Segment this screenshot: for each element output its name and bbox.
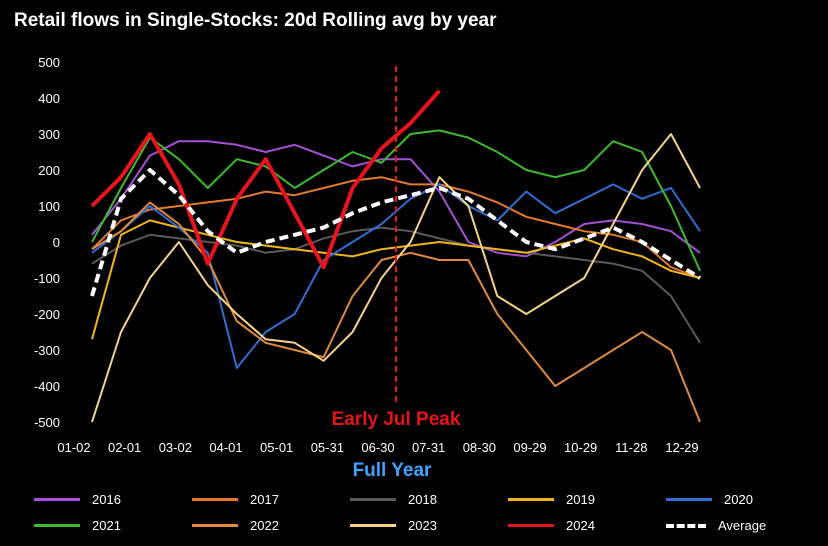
y-axis-ticks: 500 400 300 200 100 0 -100 -200 -300 -400 -500: [34, 55, 60, 430]
legend-item: 2018: [350, 492, 437, 507]
legend-label: Average: [718, 518, 767, 533]
legend-label: 2020: [724, 492, 753, 507]
legend-swatch: [192, 498, 238, 501]
legend-swatch: [350, 524, 396, 527]
x-tick-label: 07-31: [412, 440, 445, 455]
legend-item: 2021: [34, 518, 121, 533]
legend-swatch: [192, 524, 238, 527]
legend-item: 2020: [666, 492, 753, 507]
legend-swatch: [34, 524, 80, 527]
legend-label: 2018: [408, 492, 437, 507]
series-line-2024: [90, 89, 441, 270]
y-tick-label: -200: [34, 307, 60, 322]
legend-item: 2016: [34, 492, 121, 507]
y-tick-label: 100: [38, 199, 60, 214]
legend-item: 2017: [192, 492, 279, 507]
legend-label: 2016: [92, 492, 121, 507]
y-tick-label: 200: [38, 163, 60, 178]
annotation-label: Early Jul Peak: [332, 409, 461, 430]
y-tick-label: -400: [34, 379, 60, 394]
y-tick-label: 300: [38, 127, 60, 142]
chart-title: Retail flows in Single-Stocks: 20d Rolli…: [14, 10, 497, 31]
y-tick-label: 0: [53, 235, 60, 250]
x-tick-label: 01-02: [57, 440, 90, 455]
x-tick-label: 06-30: [361, 440, 394, 455]
x-tick-label: 11-28: [615, 440, 647, 455]
series-line-2018: [91, 226, 701, 344]
y-tick-label: -300: [34, 343, 60, 358]
legend-label: 2021: [92, 518, 121, 533]
annotations: Early Jul Peak: [332, 66, 461, 430]
legend-item: 2024: [508, 518, 595, 533]
legend-label: 2024: [566, 518, 595, 533]
legend-label: 2022: [250, 518, 279, 533]
legend-label: 2019: [566, 492, 595, 507]
y-tick-label: -500: [34, 415, 60, 430]
x-tick-label: 09-29: [513, 440, 546, 455]
x-tick-label: 10-29: [564, 440, 597, 455]
x-tick-label: 08-30: [463, 440, 496, 455]
legend-swatch: [508, 498, 554, 501]
legend-swatch: [666, 523, 706, 528]
x-tick-label: 05-01: [260, 440, 293, 455]
legend-swatch: [34, 498, 80, 501]
x-axis-ticks: 01-02 02-01 03-02 04-01 05-01 05-31 06-30 07-31…: [57, 440, 698, 481]
legend-item: Average: [666, 518, 766, 533]
x-axis-title: Full Year: [353, 460, 432, 481]
y-tick-label: 400: [38, 91, 60, 106]
series-line-average: [90, 168, 702, 297]
legend-swatch: [350, 498, 396, 501]
x-tick-label: 04-01: [209, 440, 242, 455]
x-tick-label: 05-31: [311, 440, 344, 455]
legend-item: 2019: [508, 492, 595, 507]
y-tick-label: 500: [38, 55, 60, 70]
legend-label: 2023: [408, 518, 437, 533]
x-tick-label: 02-01: [108, 440, 141, 455]
legend-swatch: [666, 498, 712, 501]
x-tick-label: 03-02: [159, 440, 192, 455]
legend-label: 2017: [250, 492, 279, 507]
legend-item: 2023: [350, 518, 437, 533]
legend-item: 2022: [192, 518, 279, 533]
x-tick-label: 12-29: [665, 440, 698, 455]
y-tick-label: -100: [34, 271, 60, 286]
legend-swatch: [508, 524, 554, 527]
